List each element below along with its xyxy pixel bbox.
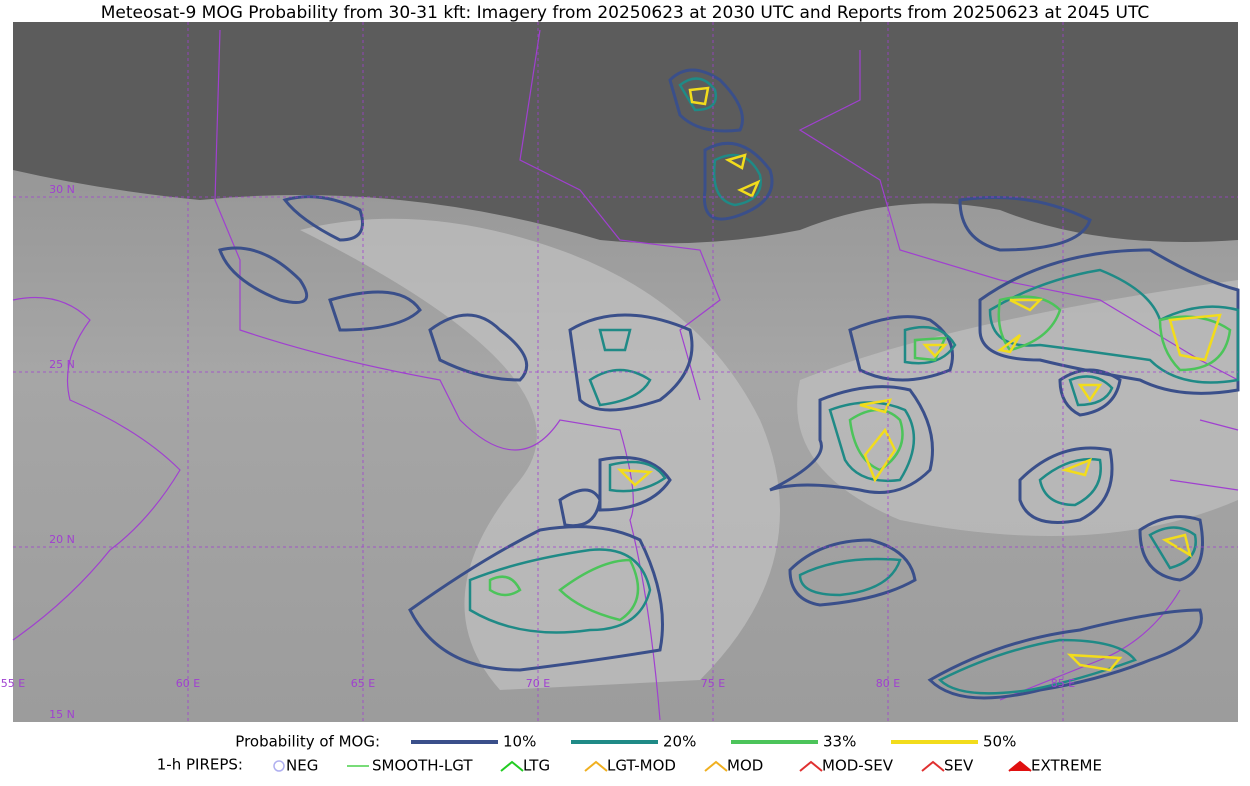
lat-label: 15 N bbox=[49, 708, 75, 721]
pirep-label: LTG bbox=[523, 757, 550, 775]
pirep-label: MOD bbox=[727, 757, 763, 775]
legend-label: 10% bbox=[503, 733, 536, 751]
coastline bbox=[999, 419, 1239, 701]
lon-label: 55 E bbox=[1, 677, 25, 690]
legend-label: 33% bbox=[823, 733, 856, 751]
map: 30 N 25 N 20 N 15 N 55 E 60 E 65 E 70 E 75 E 80 E… bbox=[1, 22, 1240, 722]
pirep-symbol bbox=[273, 760, 285, 772]
lon-label: 65 E bbox=[351, 677, 375, 690]
lon-label: 75 E bbox=[701, 677, 725, 690]
lat-label: 30 N bbox=[49, 183, 75, 196]
title: Meteosat-9 MOG Probability from 30-31 kf… bbox=[101, 3, 1150, 23]
pirep-label: NEG bbox=[286, 757, 318, 775]
lat-label: 25 N bbox=[49, 358, 75, 371]
lat-label: 20 N bbox=[49, 533, 75, 546]
contours bbox=[218, 68, 1240, 700]
lon-label: 85 E bbox=[1051, 677, 1075, 690]
cloud bbox=[797, 280, 1238, 536]
pirep-symbol bbox=[704, 760, 728, 772]
cloud bbox=[300, 218, 780, 690]
pirep-symbol bbox=[921, 760, 945, 772]
graticule: 30 N 25 N 20 N 15 N 55 E 60 E 65 E 70 E 75 E 80 E… bbox=[1, 22, 1238, 722]
border bbox=[519, 29, 1239, 401]
legend: Probability of MOG: 10% 20% 33% 50% 1-h PIREP… bbox=[157, 733, 1102, 775]
pirep-symbol bbox=[799, 760, 823, 772]
lon-label: 70 E bbox=[526, 677, 550, 690]
lon-label: 60 E bbox=[176, 677, 200, 690]
dry-region bbox=[13, 22, 1238, 244]
legend-label: 20% bbox=[663, 733, 696, 751]
pirep-label: SEV bbox=[944, 757, 974, 775]
coastline bbox=[12, 296, 181, 641]
pirep-label: LGT-MOD bbox=[607, 757, 676, 775]
pirep-symbol bbox=[1008, 760, 1032, 772]
pirep-symbol bbox=[584, 760, 608, 772]
lon-label: 80 E bbox=[876, 677, 900, 690]
legend-label: 50% bbox=[983, 733, 1016, 751]
pirep-symbol bbox=[500, 760, 524, 772]
pirep-label: SMOOTH-LGT bbox=[372, 757, 473, 775]
pirep-label: MOD-SEV bbox=[822, 757, 894, 775]
legend-title: Probability of MOG: bbox=[235, 733, 380, 751]
legend-title: 1-h PIREPS: bbox=[157, 756, 243, 774]
coastline bbox=[214, 29, 661, 721]
pirep-label: EXTREME bbox=[1031, 757, 1102, 775]
